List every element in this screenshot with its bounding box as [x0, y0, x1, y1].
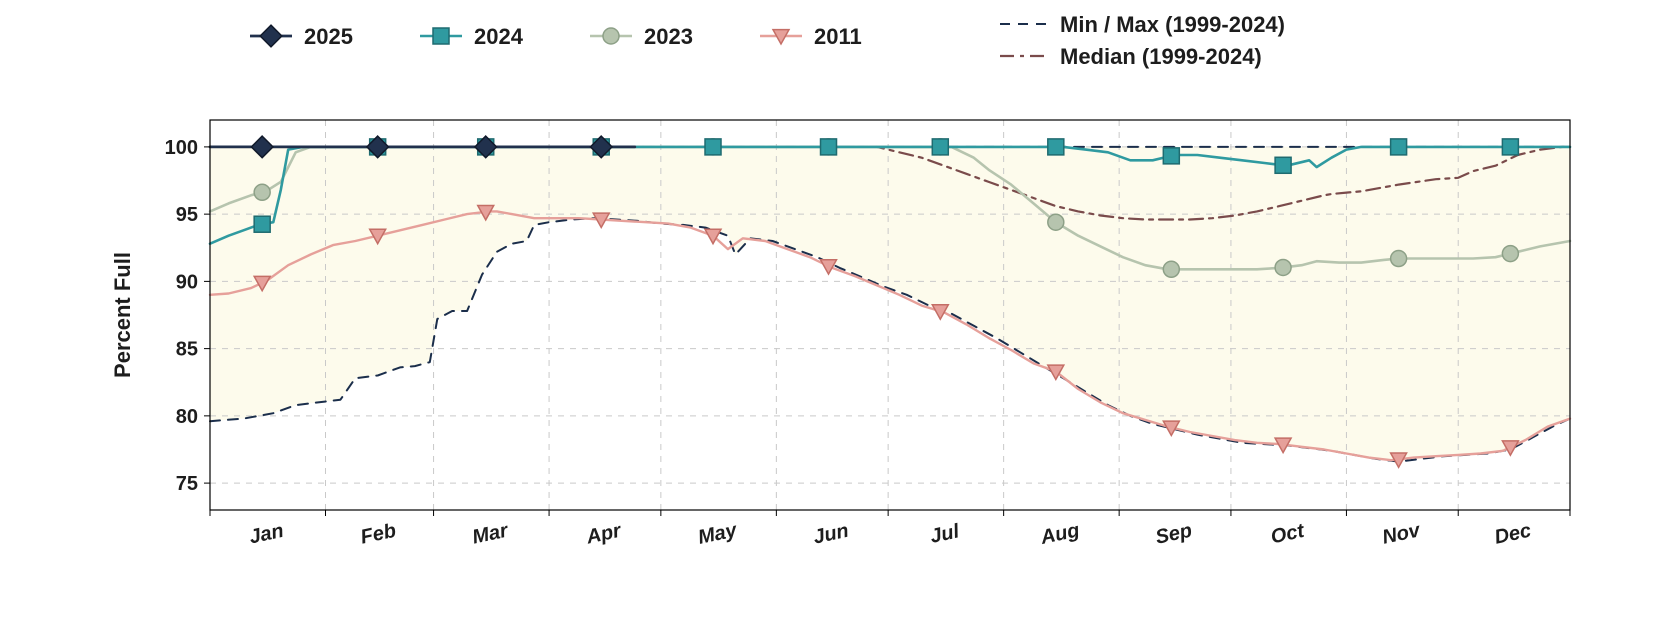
legend-label-s2011: 2011	[814, 24, 862, 49]
min-max-band	[210, 147, 1570, 462]
legend-label-s2025: 2025	[304, 24, 353, 49]
x-tick-label: Dec	[1493, 520, 1533, 549]
x-tick-label: May	[696, 519, 739, 549]
legend-label-minmax: Min / Max (1999-2024)	[1060, 12, 1285, 37]
y-tick-label: 80	[176, 406, 198, 428]
x-tick-label: Mar	[470, 519, 511, 548]
x-tick-label: Sep	[1154, 520, 1194, 549]
x-tick-label: Feb	[359, 520, 398, 549]
y-tick-label: 75	[176, 473, 198, 495]
y-tick-label: 90	[176, 271, 198, 293]
x-tick-label: Apr	[584, 520, 624, 549]
y-tick-label: 95	[176, 204, 198, 226]
x-tick-label: Jun	[811, 520, 850, 549]
legend-label-s2024: 2024	[474, 24, 524, 49]
chart-svg: 75 80 85 90 95 100 Percent Full Jan Feb Mar Apr May…	[0, 0, 1680, 630]
y-tick-label: 100	[165, 137, 198, 159]
x-tick-label: Jul	[928, 520, 961, 548]
x-tick-label: Aug	[1038, 519, 1082, 549]
legend-label-median: Median (1999-2024)	[1060, 44, 1262, 69]
x-tick-label: Jan	[247, 520, 285, 549]
x-tick-label: Oct	[1269, 520, 1307, 549]
y-tick-label: 85	[176, 339, 198, 361]
x-tick-label: Nov	[1380, 519, 1423, 549]
legend: 2025 2024 2023 2011 Min / Max (1999-2024) Med…	[250, 12, 1285, 69]
y-axis-title: Percent Full	[110, 252, 135, 378]
percent-full-seasonal-chart: 75 80 85 90 95 100 Percent Full Jan Feb Mar Apr May…	[0, 0, 1680, 630]
legend-label-s2023: 2023	[644, 24, 693, 49]
